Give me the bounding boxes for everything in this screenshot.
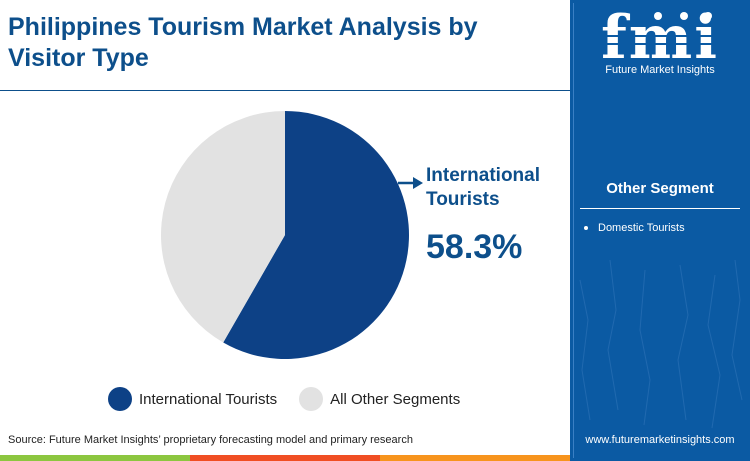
sidebar-border <box>573 3 748 458</box>
website-url: www.futuremarketinsights.com <box>585 434 735 446</box>
legend-label-other: All Other Segments <box>330 390 461 408</box>
title-divider <box>0 90 570 91</box>
list-item: Domestic Tourists <box>584 222 685 234</box>
page-title: Philippines Tourism Market Analysis by V… <box>8 13 478 72</box>
fmi-logo: fmi Future Market Insights <box>594 6 726 86</box>
other-segment-list: Domestic Tourists <box>584 222 685 234</box>
callout-label: International Tourists <box>426 165 541 210</box>
fmi-logo-mark: fmi <box>594 6 726 64</box>
pie-slice-all-other-segments <box>161 111 285 343</box>
other-segment-title: Other Segment <box>606 180 714 197</box>
bullet-icon <box>584 226 588 231</box>
sidebar: fmi Future Market Insights Other Segment… <box>570 0 750 461</box>
legend-item-international: International Tourists <box>108 387 277 411</box>
sidebar-texture <box>579 260 743 429</box>
pie-chart <box>161 111 410 360</box>
logo-subtitle: Future Market Insights <box>605 64 715 76</box>
bottom-bar-orange <box>380 455 570 461</box>
pie-slice-international-tourists <box>223 111 410 360</box>
legend-item-other: All Other Segments <box>299 387 460 411</box>
bottom-color-bar <box>0 455 570 461</box>
other-segment-item: Domestic Tourists <box>598 222 685 234</box>
source-note: Source: Future Market Insights’ propriet… <box>8 434 413 446</box>
legend-swatch-international <box>108 387 132 411</box>
callout-value: 58.3% <box>426 228 523 266</box>
bottom-bar-green <box>0 455 190 461</box>
chart-legend: International Tourists All Other Segment… <box>108 387 482 411</box>
other-segment-divider <box>580 208 740 209</box>
callout-arrow-icon <box>398 177 423 189</box>
legend-swatch-other <box>299 387 324 411</box>
bottom-bar-red <box>190 455 380 461</box>
legend-label-international: International Tourists <box>139 390 278 408</box>
